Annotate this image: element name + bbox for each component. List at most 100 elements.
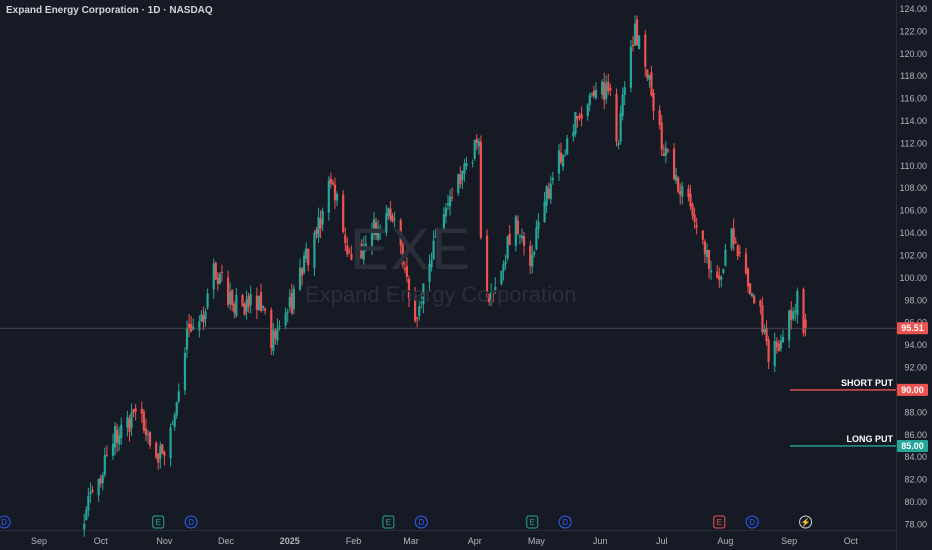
earnings-event-marker[interactable]: E — [382, 515, 395, 529]
candle-body — [216, 277, 219, 284]
candle-body — [576, 115, 579, 120]
candle-body — [401, 244, 404, 265]
candle-body — [779, 340, 783, 349]
candle-body — [759, 300, 762, 307]
candle-body — [566, 138, 569, 154]
x-tick-label: Dec — [218, 536, 235, 546]
candle-body — [204, 311, 207, 320]
candle-body — [502, 263, 505, 271]
y-tick-label: 88.00 — [904, 407, 927, 417]
earnings-event-marker[interactable]: E — [526, 515, 539, 529]
candle-body — [724, 249, 727, 266]
candle-body — [379, 229, 382, 232]
candle-body — [140, 408, 143, 414]
candle-body — [804, 319, 807, 329]
x-tick-label: Sep — [31, 536, 47, 546]
candle-body — [286, 311, 289, 313]
dividend-event-marker[interactable]: D — [184, 515, 198, 529]
candle-body — [428, 263, 431, 282]
candle-body — [187, 323, 191, 328]
candle-body — [736, 245, 739, 257]
candle-body — [707, 249, 711, 269]
y-tick-label: 104.00 — [899, 228, 927, 238]
dividend-event-marker[interactable]: D — [0, 515, 11, 529]
candle-body — [463, 163, 466, 174]
candle-body — [557, 150, 561, 174]
candle-body — [300, 268, 304, 276]
candle-body — [420, 300, 423, 303]
candle-body — [802, 289, 805, 334]
y-tick-label: 118.00 — [900, 71, 927, 81]
candle-body — [660, 122, 663, 150]
candle-body — [748, 283, 752, 295]
candle-body — [305, 248, 308, 259]
candle-body — [672, 148, 676, 180]
candle-body — [615, 94, 618, 142]
candle-body — [399, 220, 402, 246]
candle-body — [580, 113, 583, 119]
chart-title: Expand Energy Corporation · 1D · NASDAQ — [6, 5, 213, 16]
candle-body — [459, 174, 462, 185]
candle-body — [451, 196, 454, 198]
candle-body — [675, 174, 678, 181]
candle-body — [709, 270, 713, 273]
candle-body — [235, 295, 238, 317]
last-price-tag — [897, 322, 928, 335]
candle-body — [130, 412, 133, 428]
x-tick-label: Oct — [94, 536, 109, 546]
candle-body — [718, 275, 721, 281]
candle-body — [198, 321, 201, 331]
candle-body — [572, 132, 575, 137]
candle-body — [537, 221, 540, 229]
candle-body — [356, 260, 359, 264]
candle-body — [444, 208, 448, 217]
dividend-event-marker[interactable]: D — [558, 515, 572, 529]
candle-body — [471, 162, 474, 164]
candle-body — [603, 81, 606, 100]
candle-body — [173, 414, 176, 427]
candle-body — [313, 232, 316, 268]
candle-body — [601, 81, 604, 95]
candle-body — [414, 296, 417, 321]
candle-body — [461, 171, 464, 180]
candle-body — [288, 297, 291, 308]
candle-body — [732, 227, 735, 245]
earnings-event-marker[interactable]: E — [713, 515, 726, 529]
candle-body — [609, 88, 612, 91]
candle-body — [520, 235, 524, 239]
y-tick-label: 124.00 — [899, 4, 927, 14]
candle-body — [586, 104, 589, 116]
event-badge — [382, 515, 395, 529]
earnings-event-marker[interactable]: E — [152, 515, 165, 529]
candle-body — [185, 327, 189, 350]
candle-body — [146, 433, 150, 435]
candle-body — [171, 423, 174, 425]
candle-body — [648, 75, 651, 80]
candle-body — [753, 295, 756, 304]
candle-body — [350, 254, 353, 260]
candle-body — [243, 304, 246, 315]
candle-body — [175, 402, 178, 416]
x-tick-label: Apr — [468, 536, 482, 546]
candle-body — [183, 352, 187, 391]
event-badge — [526, 515, 539, 529]
news-event-marker[interactable]: ⚡ — [799, 515, 813, 529]
candle-body — [128, 418, 131, 432]
candle-body — [101, 475, 104, 484]
event-letter: D — [188, 518, 194, 527]
dividend-event-marker[interactable]: D — [414, 515, 428, 529]
short-put-price-label: 90.00 — [901, 385, 924, 395]
candle-body — [389, 208, 392, 220]
candle-body — [695, 224, 698, 228]
candle-body — [619, 112, 622, 142]
candle-body — [161, 444, 164, 454]
dividend-event-marker[interactable]: D — [745, 515, 759, 529]
candle-body — [722, 269, 725, 273]
y-tick-label: 122.00 — [899, 26, 927, 36]
candle-body — [592, 91, 596, 97]
candle-body — [360, 243, 363, 259]
candle-body — [370, 230, 374, 247]
candle-body — [788, 310, 791, 341]
candle-body — [241, 295, 244, 307]
